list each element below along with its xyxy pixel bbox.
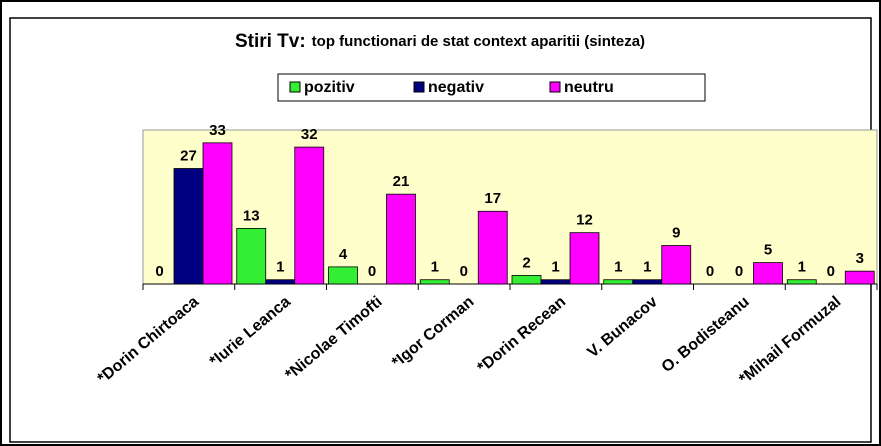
bar <box>236 227 267 285</box>
data-label: 0 <box>706 263 714 280</box>
bar <box>294 146 325 285</box>
bar <box>202 142 233 285</box>
data-label: 17 <box>484 190 501 207</box>
data-label: 1 <box>431 259 439 276</box>
legend-swatch <box>289 81 301 93</box>
data-label: 13 <box>243 207 260 224</box>
bar <box>844 270 875 285</box>
legend-label: negativ <box>428 79 484 96</box>
data-label: 1 <box>643 259 651 276</box>
data-label: 33 <box>209 122 226 139</box>
bar <box>511 275 542 285</box>
bar <box>328 266 358 285</box>
data-label: 1 <box>276 259 284 276</box>
bar <box>603 279 634 285</box>
bar <box>661 245 692 285</box>
data-label: 0 <box>155 263 163 280</box>
bar <box>753 262 783 285</box>
bar <box>540 279 571 285</box>
legend-box <box>277 73 706 102</box>
data-label: 4 <box>339 246 348 263</box>
data-label: 21 <box>393 173 410 190</box>
bar <box>786 279 817 285</box>
data-label: 12 <box>576 212 593 229</box>
data-label: 9 <box>672 224 680 241</box>
data-label: 32 <box>301 126 318 143</box>
chart-title: Stiri Tv: top functionari de stat context… <box>235 31 645 52</box>
bar <box>265 279 296 285</box>
data-label: 2 <box>522 254 530 271</box>
data-label: 27 <box>180 147 197 164</box>
bar <box>386 193 416 285</box>
data-label: 1 <box>614 259 622 276</box>
bar <box>569 232 600 285</box>
legend-swatch <box>549 81 561 93</box>
data-label: 5 <box>764 242 772 259</box>
subtitle: top functionari de stat context aparitii… <box>312 33 645 50</box>
legend-label: pozitiv <box>304 79 355 96</box>
legend-swatch <box>413 81 425 93</box>
data-label: 1 <box>798 259 806 276</box>
data-label: 1 <box>551 259 559 276</box>
bar <box>173 168 204 285</box>
data-label: 0 <box>827 263 835 280</box>
data-label: 3 <box>856 250 864 267</box>
title: Stiri Tv: <box>235 31 306 52</box>
bar <box>477 210 508 285</box>
bar <box>419 279 450 285</box>
bar <box>632 279 663 285</box>
legend-label: neutru <box>564 79 614 96</box>
data-label: 0 <box>368 263 376 280</box>
data-label: 0 <box>735 263 743 280</box>
data-label: 0 <box>460 263 468 280</box>
legend: pozitiv negativ neutru <box>277 73 706 102</box>
